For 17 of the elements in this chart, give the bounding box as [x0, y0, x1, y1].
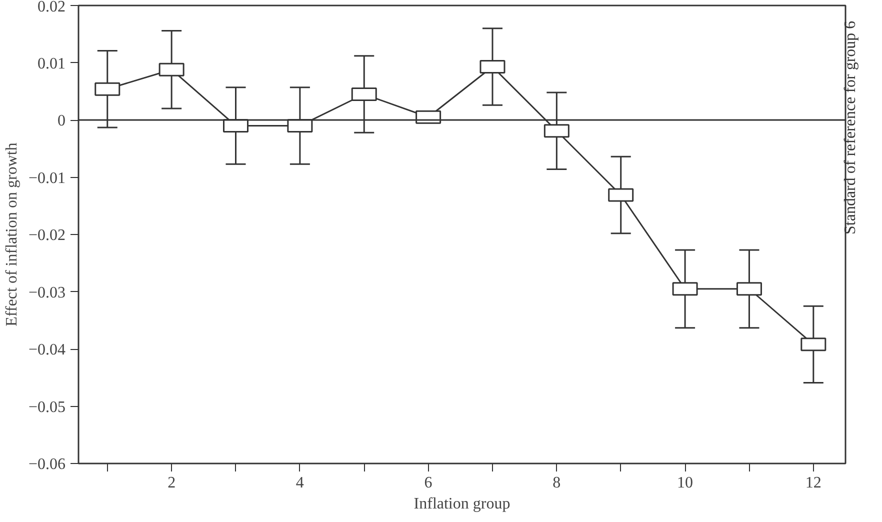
y-tick-label: −0.04 [28, 342, 66, 358]
x-axis-title: Inflation group [414, 496, 510, 512]
x-tick-label: 8 [552, 474, 561, 492]
x-tick-label: 12 [805, 474, 822, 492]
x-tick-label: 10 [677, 474, 694, 492]
y-tick-label: 0.01 [38, 55, 66, 72]
y-tick-label: −0.03 [28, 284, 66, 302]
x-tick-label: 4 [296, 474, 304, 492]
y-axis-title: Effect of inflation on growth [3, 142, 20, 326]
x-tick-label: 2 [168, 474, 176, 492]
y-tick-label: −0.06 [28, 456, 66, 473]
y-tick-label: −0.02 [28, 227, 66, 244]
y-tick-label: 0 [58, 112, 66, 130]
y-tick-label: −0.01 [28, 170, 66, 187]
y-tick-label: −0.05 [28, 398, 66, 416]
y-tick-label: 0.02 [38, 0, 66, 16]
x-tick-label: 6 [424, 474, 432, 492]
